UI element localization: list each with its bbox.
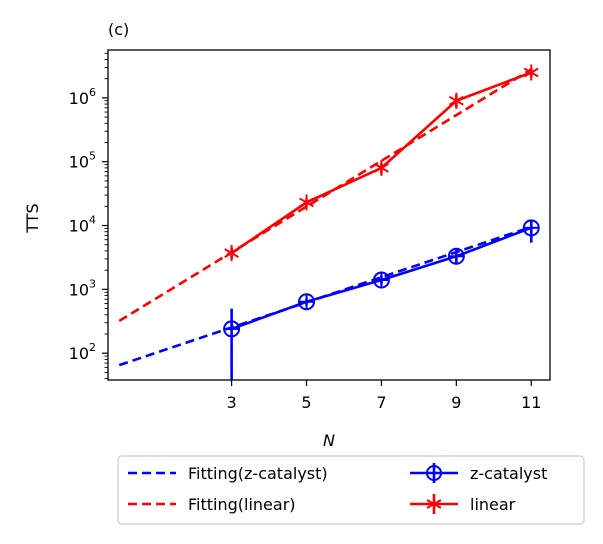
y-axis-label: TTS — [23, 203, 42, 233]
legend-entry-fitting-z-catalyst: Fitting(z-catalyst) — [128, 464, 328, 483]
marker-stroke — [224, 248, 240, 258]
marker-z-catalyst — [223, 320, 241, 338]
marker-stroke — [523, 67, 539, 78]
y-tick-label: 105 — [69, 150, 96, 172]
axis-ticks: 3 5 7 9 11 102 103 104 105 106 — [69, 52, 541, 412]
marker-stroke — [299, 197, 314, 208]
x-tick-label: 11 — [521, 393, 541, 412]
legend-marker — [426, 465, 442, 481]
legend-entry-fitting-linear: Fitting(linear) — [128, 495, 296, 514]
marker-z-catalyst — [447, 247, 465, 265]
y-tick-label: 102 — [69, 341, 96, 363]
x-tick-label: 3 — [227, 393, 237, 412]
legend-marker — [426, 499, 442, 509]
legend-label: linear — [470, 495, 516, 514]
plot-area — [118, 64, 540, 380]
legend-box — [117, 455, 585, 525]
plot-border — [107, 49, 551, 381]
legend-label: z-catalyst — [470, 464, 547, 483]
x-tick-label: 5 — [301, 393, 311, 412]
marker-linear — [448, 92, 464, 109]
x-tick-label: 7 — [376, 393, 386, 412]
marker-linear — [299, 194, 314, 211]
legend-label: Fitting(z-catalyst) — [188, 464, 328, 483]
y-tick-label: 104 — [69, 214, 96, 236]
marker-linear — [523, 64, 539, 81]
legend-entry-linear: linear — [410, 494, 516, 514]
marker-stroke — [374, 163, 389, 173]
marker-linear — [374, 159, 389, 176]
panel-label: (c) — [108, 20, 129, 39]
y-tick-label: 103 — [69, 277, 96, 299]
marker-stroke — [448, 95, 464, 106]
marker-linear — [224, 245, 240, 262]
marker-z-catalyst — [372, 271, 390, 289]
series-layer — [118, 64, 540, 380]
legend-entry-z-catalyst: z-catalyst — [410, 463, 547, 483]
marker-z-catalyst — [522, 219, 540, 237]
marker-z-catalyst — [298, 293, 316, 311]
x-tick-label: 9 — [451, 393, 461, 412]
y-tick-label: 106 — [69, 86, 96, 108]
axes-frame — [107, 49, 551, 381]
x-axis-label: N — [323, 431, 335, 450]
legend: Fitting(z-catalyst) Fitting(linear) z-cata… — [117, 455, 585, 525]
legend-label: Fitting(linear) — [188, 495, 296, 514]
